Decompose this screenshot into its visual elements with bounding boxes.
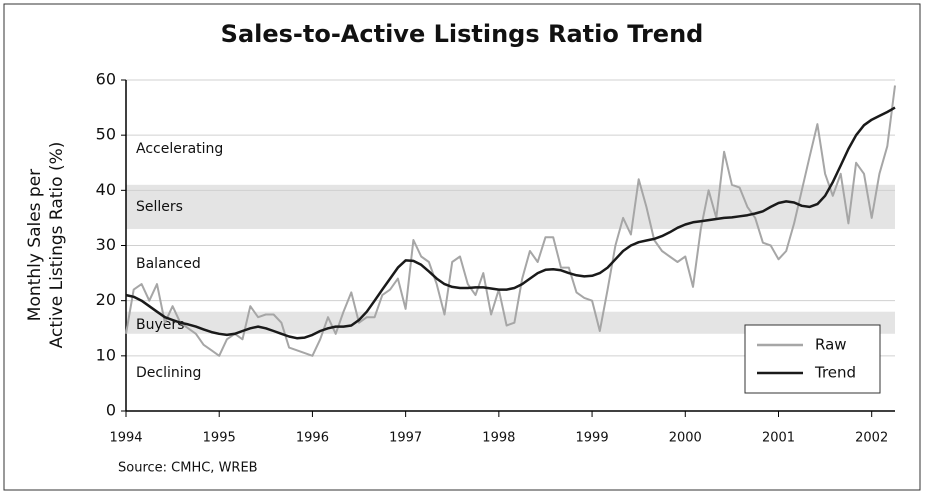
x-tick-label: 1998 (482, 431, 515, 446)
zone-band (126, 184, 895, 229)
y-tick-label: 20 (96, 290, 116, 309)
y-tick-label: 50 (96, 125, 116, 144)
chart-title: Sales-to-Active Listings Ratio Trend (221, 20, 704, 48)
zone-label: Sellers (136, 199, 183, 215)
y-tick-label: 10 (96, 345, 116, 364)
series-line (125, 106, 896, 340)
frame (3, 3, 921, 491)
y-tick-label: 60 (96, 70, 116, 89)
zone-label: Declining (136, 365, 201, 381)
y-tick-label: 30 (96, 235, 116, 254)
x-tick-label: 2001 (762, 431, 795, 446)
legend-label: Trend (814, 364, 856, 382)
y-axis-title-line: Active Listings Ratio (%) (47, 142, 67, 349)
zone-label: Buyers (136, 317, 184, 333)
x-tick-label: 2002 (855, 431, 888, 446)
zone-label: Balanced (136, 256, 201, 272)
x-tick-label: 1996 (296, 431, 329, 446)
y-tick-label: 0 (106, 401, 116, 420)
x-tick-label: 2000 (669, 431, 702, 446)
source-note: Source: CMHC, WREB (118, 461, 258, 476)
y-axis-title: Monthly Sales per Active Listings Ratio … (25, 142, 67, 349)
legend-box (744, 324, 881, 394)
zone-label: Accelerating (136, 141, 223, 157)
y-tick-label: 40 (96, 180, 116, 199)
x-tick-label: 1994 (109, 431, 142, 446)
legend-label: Raw (815, 336, 847, 354)
series-line (125, 85, 896, 357)
x-tick-label: 1997 (389, 431, 422, 446)
y-axis-title-line: Monthly Sales per (25, 169, 45, 321)
x-tick-label: 1995 (203, 431, 236, 446)
x-tick-label: 1999 (576, 431, 609, 446)
zone-band (126, 311, 895, 334)
